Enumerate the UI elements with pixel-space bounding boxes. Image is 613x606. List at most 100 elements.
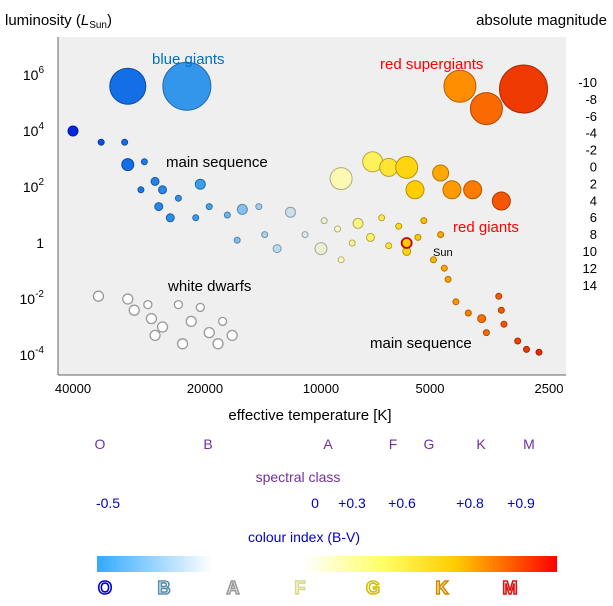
main-sequence-star	[205, 203, 213, 211]
giant-star	[443, 69, 477, 103]
main-sequence-star	[140, 158, 148, 166]
white-dwarf-star	[173, 299, 184, 310]
colour-bar-letter: B	[158, 578, 171, 598]
main-sequence-star	[154, 202, 164, 212]
giant-star	[463, 180, 483, 200]
spectral-class-label: M	[523, 436, 535, 452]
x-tick-label: 20000	[187, 381, 223, 396]
magnitude-tick-label: 10	[583, 244, 597, 259]
giant-star	[432, 164, 450, 182]
colour-index-value: +0.3	[338, 495, 366, 511]
stars-layer	[67, 61, 549, 356]
main-sequence-star	[429, 256, 437, 264]
magnitude-tick-labels: -10 -8 -6 -4 -2 02 4 6 8 10 12 14	[578, 75, 597, 293]
white-dwarf-star	[92, 290, 105, 302]
main-sequence-star	[535, 348, 543, 356]
colour-gradient-bar	[97, 556, 557, 572]
main-sequence-star	[437, 231, 445, 239]
main-sequence-star	[444, 275, 452, 283]
magnitude-tick-label: -6	[585, 109, 597, 124]
magnitude-tick-label: 8	[590, 227, 597, 242]
main-sequence-star	[194, 178, 206, 190]
white-dwarf-star	[149, 329, 161, 342]
x-tick-label: 2500	[535, 381, 564, 396]
main-sequence-star	[137, 186, 145, 194]
colour-bar-letter: F	[295, 578, 306, 598]
main-sequence-star	[452, 298, 460, 306]
main-sequence-star	[121, 158, 135, 172]
main-sequence-star	[67, 125, 79, 137]
white-dwarf-star	[176, 338, 189, 350]
magnitude-tick-label: 14	[583, 278, 597, 293]
magnitude-tick-label: 12	[583, 261, 597, 276]
white-dwarf-star	[143, 299, 153, 310]
x-tick-label: 10000	[303, 381, 339, 396]
main-sequence-star	[352, 217, 364, 229]
luminosity-axis-title: luminosity (LSun)	[5, 12, 112, 31]
magnitude-tick-label: 0	[590, 160, 597, 175]
giant-star	[442, 180, 462, 200]
y-tick-labels: 106 104 102 1 10-2 10-4	[20, 65, 45, 363]
main-sequence-star	[236, 203, 248, 215]
main-sequence-star	[97, 138, 105, 146]
main-sequence-star	[337, 256, 345, 264]
main-sequence-star	[414, 233, 422, 241]
colour-index-value: +0.6	[388, 495, 416, 511]
colour-bar-letter: K	[436, 578, 449, 598]
sun-star	[400, 237, 413, 249]
label-sun: Sun	[433, 247, 453, 259]
colour-bar-letter: O	[98, 578, 112, 598]
giant-star	[162, 61, 212, 111]
main-sequence-star	[233, 236, 241, 244]
spectral-class-label: A	[323, 436, 333, 452]
main-sequence-star	[495, 292, 503, 300]
white-dwarf-star	[217, 316, 228, 327]
main-sequence-star	[464, 309, 472, 317]
main-sequence-star	[261, 231, 269, 239]
label-main-sequence-lower: main sequence	[370, 335, 472, 352]
x-tick-label: 5000	[416, 381, 445, 396]
x-axis-title: effective temperature [K]	[228, 407, 391, 424]
main-sequence-star	[320, 217, 328, 225]
white-dwarf-star	[145, 312, 158, 325]
spectral-class-label: K	[476, 436, 486, 452]
main-sequence-star	[440, 264, 448, 272]
label-red-giants: red giants	[453, 219, 519, 236]
label-main-sequence-upper: main sequence	[166, 154, 268, 171]
main-sequence-star	[497, 306, 505, 314]
white-dwarf-star	[122, 293, 134, 305]
main-sequence-star	[165, 213, 175, 223]
magnitude-tick-label: 6	[590, 210, 597, 225]
spectral-class-label: B	[203, 436, 212, 452]
absolute-magnitude-title: absolute magnitude	[476, 12, 607, 29]
colour-index-row: -0.5 0 +0.3 +0.6 +0.8 +0.9	[96, 495, 535, 511]
y-tick-label: 1	[36, 235, 44, 251]
y-tick-label: 102	[23, 177, 45, 195]
colour-index-value: +0.8	[456, 495, 484, 511]
main-sequence-star	[174, 194, 182, 202]
giant-star	[499, 64, 549, 114]
colour-bar-letter: A	[227, 578, 240, 598]
main-sequence-star	[523, 345, 531, 353]
main-sequence-star	[284, 206, 296, 218]
y-tick-label: 10-2	[20, 289, 45, 307]
main-sequence-star	[477, 314, 487, 324]
white-dwarf-star	[212, 338, 224, 350]
y-tick-label: 106	[23, 65, 45, 83]
main-sequence-star	[348, 239, 356, 247]
main-sequence-star	[150, 176, 160, 186]
label-blue-giants: blue giants	[152, 51, 225, 68]
main-sequence-star	[500, 320, 508, 328]
spectral-class-label: F	[389, 436, 398, 452]
giant-star	[395, 155, 419, 179]
giant-star	[491, 191, 511, 211]
spectral-class-title: spectral class	[256, 469, 341, 485]
main-sequence-star	[314, 242, 328, 256]
main-sequence-star	[272, 244, 282, 254]
label-red-supergiants: red supergiants	[380, 56, 483, 73]
giant-star	[379, 157, 399, 177]
main-sequence-star	[223, 211, 231, 219]
